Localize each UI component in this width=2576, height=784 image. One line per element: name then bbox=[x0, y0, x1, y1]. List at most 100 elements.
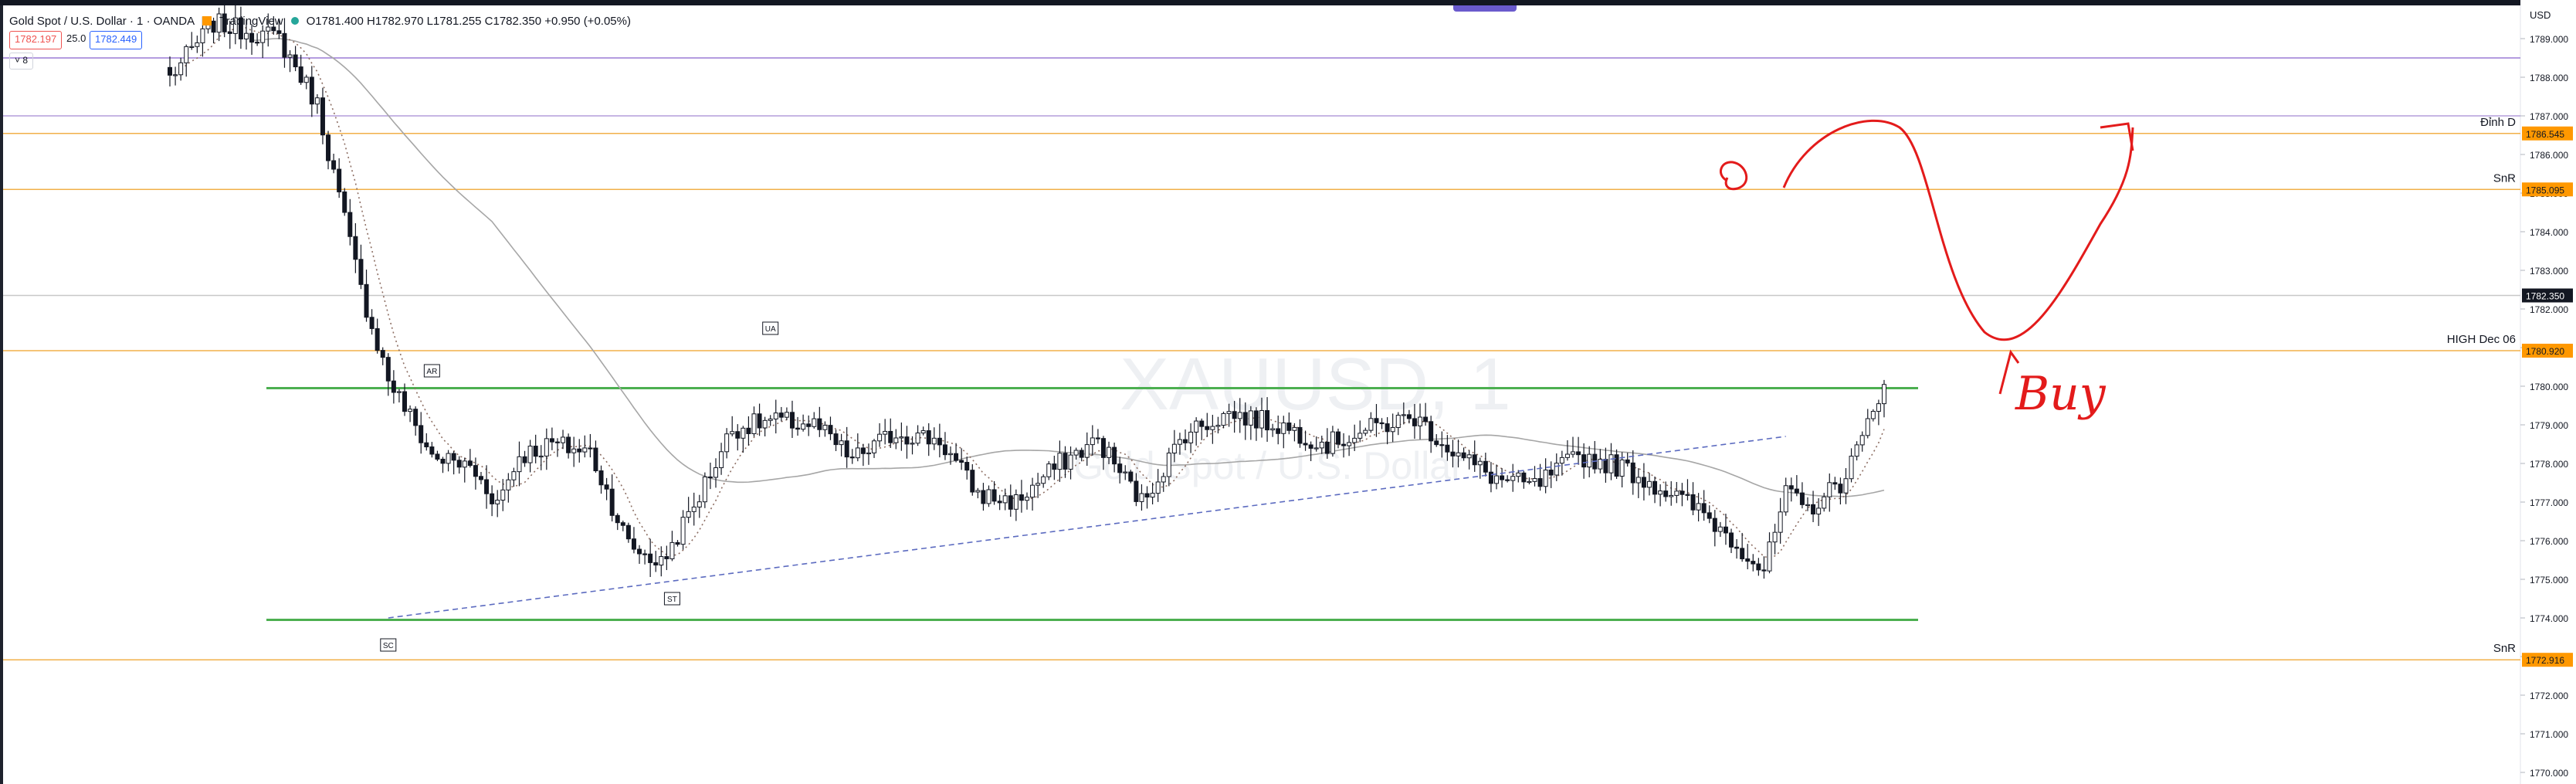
candle-body bbox=[1500, 475, 1505, 480]
candle-body bbox=[1237, 412, 1242, 419]
drawings: SC AR ST UA Buy bbox=[380, 120, 2134, 652]
candle-body bbox=[1707, 512, 1712, 519]
candle-body bbox=[314, 97, 320, 105]
currency-selector[interactable]: USD bbox=[2530, 9, 2551, 21]
candle-body bbox=[1194, 420, 1199, 433]
indicators-toggle[interactable]: ˅ 8 bbox=[9, 53, 34, 70]
candle-body bbox=[195, 42, 200, 47]
candle-body bbox=[1674, 490, 1679, 496]
candle-body bbox=[822, 425, 828, 430]
candle-body bbox=[1537, 478, 1543, 487]
axis-tick-label: 1786.000 bbox=[2530, 150, 2568, 161]
candle-body bbox=[691, 506, 697, 512]
candle-body bbox=[724, 433, 730, 453]
candle-body bbox=[1461, 452, 1466, 459]
candle-body bbox=[1292, 426, 1297, 431]
candle-body bbox=[211, 20, 216, 33]
candle-body bbox=[238, 17, 243, 39]
candle-body bbox=[446, 453, 451, 464]
candle-body bbox=[413, 409, 419, 426]
candle-body bbox=[1576, 451, 1581, 456]
candle-body bbox=[899, 436, 904, 439]
candle-body bbox=[424, 442, 429, 448]
flag-icon[interactable] bbox=[202, 16, 212, 25]
candle-body bbox=[1057, 453, 1063, 470]
symbol-title[interactable]: Gold Spot / U.S. Dollar · 1 · OANDA bbox=[9, 14, 195, 28]
candle-body bbox=[1761, 569, 1767, 572]
candle-body bbox=[789, 412, 795, 429]
candle-body bbox=[1854, 444, 1859, 457]
candle-body bbox=[1139, 493, 1144, 502]
candle-body bbox=[1799, 492, 1805, 505]
candle-body bbox=[860, 447, 866, 454]
top-app-bar bbox=[0, 0, 2576, 5]
price-label-bg bbox=[2522, 126, 2573, 141]
market-status-icon bbox=[290, 17, 299, 25]
candle-body bbox=[1516, 472, 1521, 477]
candle-body bbox=[768, 418, 773, 421]
candle-body bbox=[1587, 453, 1592, 468]
candle-body bbox=[1166, 453, 1171, 477]
candle-body bbox=[527, 446, 533, 463]
candle-body bbox=[1341, 443, 1347, 446]
candle-body bbox=[1876, 403, 1881, 412]
candle-body bbox=[347, 212, 353, 237]
candle-body bbox=[353, 236, 358, 260]
sell-button[interactable]: 1782.197 bbox=[9, 31, 63, 49]
candle-body bbox=[1052, 463, 1057, 470]
event-label-box bbox=[423, 364, 440, 378]
candle-body bbox=[429, 446, 435, 455]
candle-body bbox=[1669, 494, 1674, 497]
candle-body bbox=[1303, 443, 1308, 446]
candle-body bbox=[517, 456, 522, 473]
candle-body bbox=[1745, 558, 1751, 562]
candle-body bbox=[620, 522, 625, 526]
candle-body bbox=[1281, 423, 1286, 434]
buy-button[interactable]: 1782.449 bbox=[90, 31, 143, 49]
candle-body bbox=[260, 30, 266, 43]
event-label-box bbox=[762, 321, 779, 335]
candle-body bbox=[1477, 460, 1483, 466]
price-label: 1785.095 bbox=[2526, 185, 2564, 195]
price-label-bg bbox=[2522, 288, 2573, 303]
candle-body bbox=[544, 438, 549, 456]
candle-body bbox=[664, 556, 669, 559]
watermark-name: Gold Spot / U.S. Dollar bbox=[1073, 444, 1464, 487]
candle-body bbox=[1374, 418, 1379, 423]
price-lines: Đỉnh D SnR HIGH Dec 06 SnR bbox=[3, 57, 2520, 660]
candle-body bbox=[1734, 546, 1740, 549]
candle-body bbox=[1712, 518, 1717, 532]
candle-body bbox=[741, 427, 746, 439]
candle-body bbox=[883, 430, 888, 435]
candle-body bbox=[282, 32, 287, 58]
fast-moving-average bbox=[169, 26, 1885, 558]
candle-body bbox=[593, 447, 598, 472]
candle-body bbox=[1406, 414, 1412, 419]
candle-body bbox=[271, 26, 276, 32]
line-label: SnR bbox=[2493, 642, 2516, 655]
candle-body bbox=[1084, 444, 1090, 458]
candle-body bbox=[566, 436, 571, 453]
candle-body bbox=[1641, 477, 1646, 488]
candle-body bbox=[1494, 475, 1500, 484]
candle-body bbox=[1117, 463, 1123, 473]
candle-body bbox=[812, 418, 817, 427]
candle-body bbox=[1696, 503, 1701, 511]
candle-body bbox=[419, 425, 424, 443]
candle-body bbox=[451, 453, 456, 461]
candle-body bbox=[648, 553, 653, 563]
candle-body bbox=[1625, 459, 1630, 463]
candle-body bbox=[1783, 485, 1788, 513]
candle-body bbox=[1002, 495, 1008, 504]
candle-body bbox=[910, 443, 915, 445]
candle-body bbox=[1128, 471, 1134, 482]
peak-circle-annotation bbox=[1719, 161, 1748, 191]
price-label: 1772.916 bbox=[2526, 655, 2564, 666]
candle-body bbox=[380, 350, 385, 358]
candle-body bbox=[784, 412, 789, 418]
symbol-watermark: XAUUSD, 1 Gold Spot / U.S. Dollar bbox=[1073, 343, 1511, 487]
active-layout-tab[interactable] bbox=[1453, 5, 1517, 12]
candle-body bbox=[495, 499, 500, 504]
candle-body bbox=[762, 419, 768, 429]
